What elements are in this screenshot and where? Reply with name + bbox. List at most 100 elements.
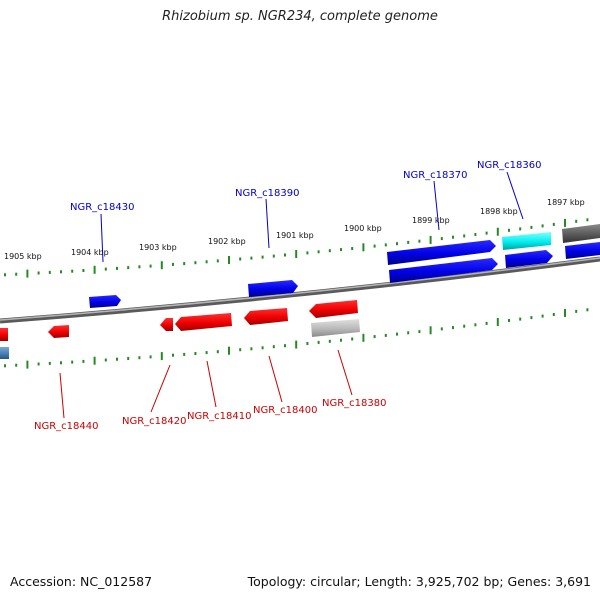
ruler-minor-tick: [474, 233, 477, 236]
gene-arrow-lower-2[interactable]: [505, 250, 553, 268]
ruler-minor-tick: [15, 363, 18, 367]
ruler-major-tick: [362, 243, 365, 252]
ruler-minor-tick: [552, 222, 555, 226]
ruler-minor-tick: [183, 262, 186, 266]
ruler-minor-tick: [116, 266, 118, 270]
gene-label[interactable]: NGR_c18370: [403, 170, 468, 181]
gene-arrow-ngr-c18410[interactable]: [175, 313, 232, 331]
gene-arrow-ngr-c18360[interactable]: [502, 232, 551, 250]
gene-arrow-ngr-c18380[interactable]: [309, 300, 358, 318]
ruler-minor-tick: [37, 271, 40, 275]
ruler-minor-tick: [317, 250, 320, 254]
leader-ngr-c18430: [100, 213, 104, 263]
ruler-minor-tick: [194, 352, 197, 355]
ruler-minor-tick: [575, 309, 578, 313]
gene-arrow-ngr-c18390[interactable]: [248, 280, 298, 297]
ruler-minor-tick: [48, 361, 51, 365]
ruler-minor-tick: [250, 347, 253, 351]
tick-label: 1903 kbp: [139, 243, 177, 252]
leader-ngr-c18380: [337, 349, 353, 396]
ruler-minor-tick: [205, 351, 208, 355]
reverse-ruler: [4, 308, 589, 369]
ruler-minor-tick: [519, 317, 522, 321]
ruler-minor-tick: [340, 338, 342, 342]
ruler-minor-tick: [351, 337, 354, 341]
ruler-minor-tick: [519, 227, 522, 231]
gene-arrow-ngr-c18400[interactable]: [244, 308, 288, 325]
ruler-minor-tick: [586, 218, 589, 222]
gene-label[interactable]: NGR_c18400: [253, 405, 318, 416]
leader-ngr-c18390: [265, 198, 270, 249]
ruler-minor-tick: [149, 264, 152, 268]
gene-label[interactable]: NGR_c18440: [34, 421, 99, 432]
ruler-major-tick: [160, 352, 163, 361]
ruler-minor-tick: [104, 267, 107, 271]
ruler-minor-tick: [250, 256, 253, 260]
ruler-minor-tick: [37, 362, 40, 366]
ruler-minor-tick: [485, 321, 488, 325]
ruler-minor-tick: [373, 244, 376, 248]
ruler-minor-tick: [48, 270, 51, 274]
ruler-minor-tick: [407, 331, 410, 335]
tick-label: 1898 kbp: [480, 207, 518, 216]
ruler-major-tick: [295, 340, 298, 349]
ruler-minor-tick: [384, 333, 387, 337]
tick-label: 1904 kbp: [71, 248, 109, 257]
label-leader-lines: [59, 171, 524, 419]
ruler-minor-tick: [384, 243, 387, 247]
gene-arrow-left-red[interactable]: [0, 328, 8, 341]
ruler-minor-tick: [82, 269, 85, 272]
gene-arrow-ngr-c18440[interactable]: [48, 325, 69, 338]
ruler-minor-tick: [474, 323, 477, 327]
ruler-minor-tick: [396, 332, 398, 336]
ruler-major-tick: [362, 333, 365, 342]
leader-ngr-c18400: [268, 355, 283, 403]
ruler-minor-tick: [216, 350, 219, 354]
ruler-minor-tick: [530, 225, 533, 229]
ruler-minor-tick: [328, 339, 331, 343]
gene-arrow-right-blue[interactable]: [565, 242, 600, 259]
ruler-minor-tick: [172, 353, 174, 357]
tick-label: 1900 kbp: [344, 224, 382, 233]
ruler-minor-tick: [351, 247, 354, 250]
gene-label[interactable]: NGR_c18420: [122, 416, 187, 427]
ruler-major-tick: [564, 218, 566, 227]
ruler-major-tick: [228, 346, 230, 355]
gene-arrow-ngr-c18370[interactable]: [389, 258, 498, 283]
gene-arrow-left-steel[interactable]: [0, 347, 9, 359]
ruler-minor-tick: [127, 357, 130, 360]
gene-label[interactable]: NGR_c18430: [70, 202, 135, 213]
accession-text: Accession: NC_012587: [10, 574, 153, 589]
ruler-minor-tick: [508, 319, 510, 322]
gene-arrow-gray[interactable]: [311, 319, 360, 337]
ruler-minor-tick: [530, 316, 533, 320]
gene-arrow-right-dark[interactable]: [562, 224, 600, 243]
gene-label[interactable]: NGR_c18380: [322, 398, 387, 409]
ruler-major-tick: [26, 269, 29, 278]
gene-arrow-ngr-c18430[interactable]: [89, 295, 121, 308]
leader-ngr-c18420: [150, 364, 171, 413]
ruler-minor-tick: [15, 272, 18, 276]
tick-label: 1905 kbp: [4, 252, 42, 261]
ruler-minor-tick: [508, 228, 510, 232]
tick-label: 1899 kbp: [412, 216, 450, 225]
ruler-minor-tick: [440, 237, 443, 241]
ruler-minor-tick: [317, 340, 320, 344]
gene-label[interactable]: NGR_c18390: [235, 188, 300, 199]
ruler-minor-tick: [239, 348, 242, 352]
gene-label[interactable]: NGR_c18410: [187, 411, 252, 422]
gene-arrow-upper-1[interactable]: [387, 240, 496, 265]
ruler-minor-tick: [373, 335, 376, 339]
ruler-minor-tick: [104, 358, 107, 362]
ruler-minor-tick: [284, 344, 286, 348]
ruler-major-tick: [429, 326, 432, 335]
ruler-minor-tick: [116, 357, 118, 361]
ruler-minor-tick: [4, 364, 6, 368]
forward-genes: [89, 224, 600, 308]
gene-label[interactable]: NGR_c18360: [477, 160, 542, 171]
ruler-minor-tick: [328, 249, 331, 253]
map-title: Rhizobium sp. NGR234, complete genome: [162, 9, 438, 24]
ruler-minor-tick: [82, 359, 85, 363]
gene-arrow-ngr-c18420[interactable]: [160, 318, 173, 331]
